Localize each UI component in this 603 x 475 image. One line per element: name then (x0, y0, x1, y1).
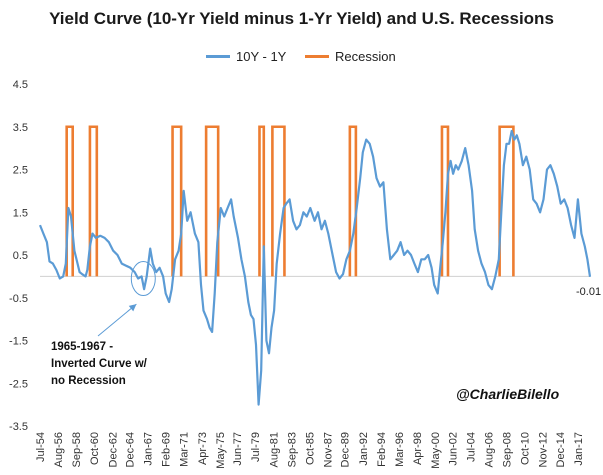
y-tick-label: -2.5 (9, 378, 28, 390)
x-tick-label: Oct-10 (520, 432, 532, 465)
y-tick-label: 1.5 (13, 207, 28, 219)
y-tick-label: 4.5 (13, 79, 28, 91)
y-tick-label: -3.5 (9, 421, 28, 433)
y-tick-label: 3.5 (13, 122, 28, 134)
x-tick-label: Sep-58 (71, 432, 83, 467)
annotation-arrow (97, 303, 137, 337)
recession-bar (348, 125, 358, 277)
y-tick-label: -0.5 (9, 293, 28, 305)
x-axis-ticks: Jul-54 Aug-56 Sep-58 Oct-60 Dec-62 Dec-64 Jan-… (35, 432, 585, 469)
x-tick-label: Feb-94 (376, 432, 388, 467)
legend-label-recession: Recession (335, 48, 396, 64)
recession-bar (258, 125, 266, 277)
x-tick-label: Sep-83 (286, 432, 298, 467)
end-value-label: -0.01 (576, 286, 601, 298)
annotation-ellipse (130, 261, 156, 297)
x-tick-label: Jan-92 (358, 432, 370, 466)
legend-item-yield: 10Y - 1Y (206, 46, 286, 66)
x-tick-label: Dec-14 (555, 432, 567, 467)
x-tick-label: Aug-06 (483, 432, 495, 467)
recession-bar (171, 125, 183, 277)
annotation-text: 1965-1967 - Inverted Curve w/ no Recessi… (51, 341, 147, 387)
legend: 10Y - 1Y Recession (0, 46, 603, 66)
legend-label-yield: 10Y - 1Y (236, 48, 287, 64)
legend-swatch-yield (206, 54, 230, 58)
x-tick-label: Jan-17 (573, 432, 585, 466)
x-tick-label: Jan-67 (143, 432, 155, 466)
x-tick-label: Feb-69 (161, 432, 173, 467)
recession-bar (204, 125, 220, 277)
y-tick-label: 2.5 (13, 165, 28, 177)
x-tick-label: May-75 (215, 432, 227, 469)
x-tick-label: May-00 (430, 432, 442, 469)
legend-item-recession: Recession (305, 46, 396, 66)
x-tick-label: Aug-56 (53, 432, 65, 467)
watermark-text: @CharlieBilello (456, 386, 560, 402)
chart-title: Yield Curve (10-Yr Yield minus 1-Yr Yiel… (49, 9, 554, 28)
x-tick-label: Mar-96 (394, 432, 406, 467)
x-tick-label: Sep-08 (502, 432, 514, 467)
recession-bar (271, 125, 286, 277)
recession-bar (498, 125, 515, 277)
x-tick-label: Jul-54 (35, 432, 47, 462)
x-tick-label: Jun-77 (232, 432, 244, 466)
y-axis-ticks: 4.5 3.5 2.5 1.5 0.5 -0.5 -1.5 -2.5 -3.5 (9, 79, 28, 433)
x-tick-label: Oct-85 (304, 432, 316, 465)
yield-curve-line (38, 129, 592, 406)
x-tick-label: Dec-62 (107, 432, 119, 467)
x-tick-label: Aug-81 (268, 432, 280, 467)
annotation-arrowhead (128, 304, 137, 312)
x-tick-label: Dec-64 (125, 432, 137, 467)
recession-bar (65, 125, 75, 277)
x-tick-label: Apr-98 (412, 432, 424, 465)
x-tick-label: Jul-04 (465, 432, 477, 462)
recession-bar (440, 125, 450, 277)
x-tick-label: Mar-71 (179, 432, 191, 467)
x-tick-label: Jun-02 (447, 432, 459, 466)
y-tick-label: -1.5 (9, 336, 28, 348)
x-tick-label: Apr-73 (197, 432, 209, 465)
x-tick-label: Nov-87 (322, 432, 334, 467)
x-tick-label: Dec-89 (340, 432, 352, 467)
legend-swatch-recession (305, 54, 329, 58)
x-tick-label: Nov-12 (538, 432, 550, 467)
y-tick-label: 0.5 (13, 250, 28, 262)
x-tick-label: Jul-79 (250, 432, 262, 462)
recession-series (65, 125, 515, 277)
recession-bar (88, 125, 99, 277)
x-tick-label: Oct-60 (89, 432, 101, 465)
